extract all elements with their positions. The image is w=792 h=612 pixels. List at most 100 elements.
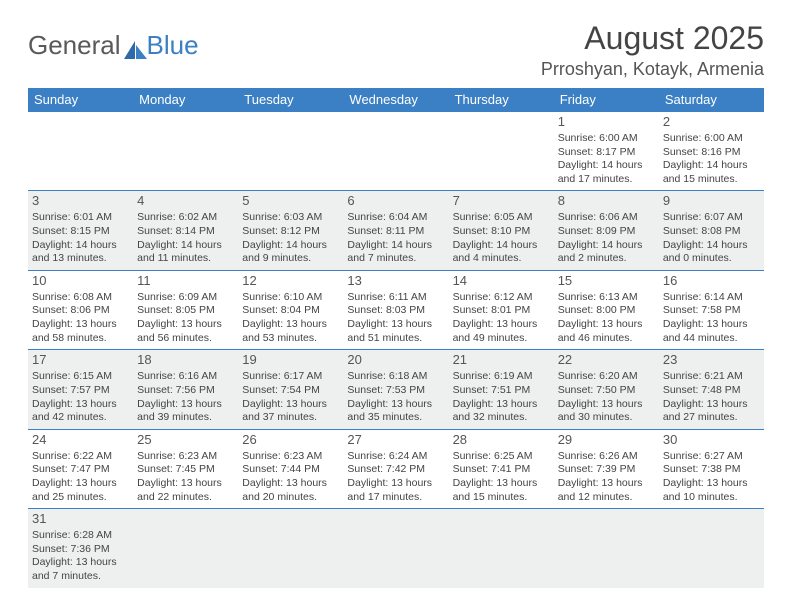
- day-number: 14: [453, 273, 550, 290]
- logo-text-a: General: [28, 30, 121, 61]
- daylight-text: Daylight: 13 hours and 30 minutes.: [558, 398, 655, 425]
- day-number: 19: [242, 352, 339, 369]
- calendar-cell: [238, 112, 343, 191]
- sunset-text: Sunset: 8:01 PM: [453, 304, 550, 318]
- calendar-cell: 12Sunrise: 6:10 AMSunset: 8:04 PMDayligh…: [238, 270, 343, 349]
- calendar-cell: 3Sunrise: 6:01 AMSunset: 8:15 PMDaylight…: [28, 191, 133, 270]
- sunrise-text: Sunrise: 6:15 AM: [32, 370, 129, 384]
- sunrise-text: Sunrise: 6:19 AM: [453, 370, 550, 384]
- calendar-week-row: 10Sunrise: 6:08 AMSunset: 8:06 PMDayligh…: [28, 270, 764, 349]
- sunrise-text: Sunrise: 6:24 AM: [347, 450, 444, 464]
- calendar-cell: 28Sunrise: 6:25 AMSunset: 7:41 PMDayligh…: [449, 429, 554, 508]
- calendar-cell: 1Sunrise: 6:00 AMSunset: 8:17 PMDaylight…: [554, 112, 659, 191]
- sunrise-text: Sunrise: 6:28 AM: [32, 529, 129, 543]
- sunset-text: Sunset: 7:56 PM: [137, 384, 234, 398]
- sunset-text: Sunset: 7:57 PM: [32, 384, 129, 398]
- calendar-cell: 21Sunrise: 6:19 AMSunset: 7:51 PMDayligh…: [449, 350, 554, 429]
- header: GeneralBlue August 2025 Prroshyan, Kotay…: [28, 20, 764, 80]
- calendar-cell: 9Sunrise: 6:07 AMSunset: 8:08 PMDaylight…: [659, 191, 764, 270]
- day-header: Wednesday: [343, 88, 448, 112]
- daylight-text: Daylight: 13 hours and 32 minutes.: [453, 398, 550, 425]
- daylight-text: Daylight: 14 hours and 7 minutes.: [347, 239, 444, 266]
- calendar-week-row: 1Sunrise: 6:00 AMSunset: 8:17 PMDaylight…: [28, 112, 764, 191]
- day-number: 9: [663, 193, 760, 210]
- sunrise-text: Sunrise: 6:23 AM: [137, 450, 234, 464]
- day-number: 23: [663, 352, 760, 369]
- sunset-text: Sunset: 8:10 PM: [453, 225, 550, 239]
- day-header: Saturday: [659, 88, 764, 112]
- sunset-text: Sunset: 8:05 PM: [137, 304, 234, 318]
- daylight-text: Daylight: 13 hours and 35 minutes.: [347, 398, 444, 425]
- calendar-cell: [343, 112, 448, 191]
- calendar-cell: 31Sunrise: 6:28 AMSunset: 7:36 PMDayligh…: [28, 509, 133, 588]
- sunrise-text: Sunrise: 6:02 AM: [137, 211, 234, 225]
- sunset-text: Sunset: 8:08 PM: [663, 225, 760, 239]
- daylight-text: Daylight: 13 hours and 42 minutes.: [32, 398, 129, 425]
- daylight-text: Daylight: 13 hours and 17 minutes.: [347, 477, 444, 504]
- logo: General Blue: [28, 20, 199, 61]
- sunset-text: Sunset: 7:44 PM: [242, 463, 339, 477]
- sunrise-text: Sunrise: 6:12 AM: [453, 291, 550, 305]
- day-number: 8: [558, 193, 655, 210]
- calendar-cell: 6Sunrise: 6:04 AMSunset: 8:11 PMDaylight…: [343, 191, 448, 270]
- sunrise-text: Sunrise: 6:10 AM: [242, 291, 339, 305]
- calendar-cell: 4Sunrise: 6:02 AMSunset: 8:14 PMDaylight…: [133, 191, 238, 270]
- sunset-text: Sunset: 8:17 PM: [558, 146, 655, 160]
- sunrise-text: Sunrise: 6:13 AM: [558, 291, 655, 305]
- calendar-cell: [554, 509, 659, 588]
- sunrise-text: Sunrise: 6:23 AM: [242, 450, 339, 464]
- daylight-text: Daylight: 14 hours and 15 minutes.: [663, 159, 760, 186]
- sunrise-text: Sunrise: 6:07 AM: [663, 211, 760, 225]
- sunrise-text: Sunrise: 6:00 AM: [663, 132, 760, 146]
- calendar-cell: 11Sunrise: 6:09 AMSunset: 8:05 PMDayligh…: [133, 270, 238, 349]
- daylight-text: Daylight: 14 hours and 17 minutes.: [558, 159, 655, 186]
- day-header: Monday: [133, 88, 238, 112]
- calendar-cell: 5Sunrise: 6:03 AMSunset: 8:12 PMDaylight…: [238, 191, 343, 270]
- daylight-text: Daylight: 14 hours and 13 minutes.: [32, 239, 129, 266]
- sunset-text: Sunset: 8:14 PM: [137, 225, 234, 239]
- day-number: 11: [137, 273, 234, 290]
- logo-text-b: Blue: [147, 30, 199, 61]
- calendar-week-row: 31Sunrise: 6:28 AMSunset: 7:36 PMDayligh…: [28, 509, 764, 588]
- sunset-text: Sunset: 7:45 PM: [137, 463, 234, 477]
- calendar-cell: 23Sunrise: 6:21 AMSunset: 7:48 PMDayligh…: [659, 350, 764, 429]
- daylight-text: Daylight: 14 hours and 11 minutes.: [137, 239, 234, 266]
- calendar-cell: [238, 509, 343, 588]
- daylight-text: Daylight: 13 hours and 58 minutes.: [32, 318, 129, 345]
- page-title: August 2025: [541, 20, 764, 57]
- sunrise-text: Sunrise: 6:14 AM: [663, 291, 760, 305]
- sunrise-text: Sunrise: 6:03 AM: [242, 211, 339, 225]
- calendar-week-row: 3Sunrise: 6:01 AMSunset: 8:15 PMDaylight…: [28, 191, 764, 270]
- sunset-text: Sunset: 7:47 PM: [32, 463, 129, 477]
- calendar-cell: [343, 509, 448, 588]
- sunset-text: Sunset: 8:15 PM: [32, 225, 129, 239]
- sunset-text: Sunset: 8:12 PM: [242, 225, 339, 239]
- sunrise-text: Sunrise: 6:18 AM: [347, 370, 444, 384]
- calendar-cell: 20Sunrise: 6:18 AMSunset: 7:53 PMDayligh…: [343, 350, 448, 429]
- day-number: 22: [558, 352, 655, 369]
- logo-sail-icon: [123, 36, 149, 56]
- day-number: 5: [242, 193, 339, 210]
- calendar-cell: [133, 509, 238, 588]
- calendar-cell: 27Sunrise: 6:24 AMSunset: 7:42 PMDayligh…: [343, 429, 448, 508]
- sunrise-text: Sunrise: 6:06 AM: [558, 211, 655, 225]
- day-number: 17: [32, 352, 129, 369]
- daylight-text: Daylight: 13 hours and 20 minutes.: [242, 477, 339, 504]
- daylight-text: Daylight: 13 hours and 46 minutes.: [558, 318, 655, 345]
- daylight-text: Daylight: 13 hours and 27 minutes.: [663, 398, 760, 425]
- calendar-cell: 14Sunrise: 6:12 AMSunset: 8:01 PMDayligh…: [449, 270, 554, 349]
- sunrise-text: Sunrise: 6:08 AM: [32, 291, 129, 305]
- calendar-cell: 13Sunrise: 6:11 AMSunset: 8:03 PMDayligh…: [343, 270, 448, 349]
- sunset-text: Sunset: 8:06 PM: [32, 304, 129, 318]
- calendar-cell: 8Sunrise: 6:06 AMSunset: 8:09 PMDaylight…: [554, 191, 659, 270]
- calendar-cell: 15Sunrise: 6:13 AMSunset: 8:00 PMDayligh…: [554, 270, 659, 349]
- calendar-cell: [449, 509, 554, 588]
- daylight-text: Daylight: 14 hours and 2 minutes.: [558, 239, 655, 266]
- day-number: 13: [347, 273, 444, 290]
- day-number: 31: [32, 511, 129, 528]
- day-header: Tuesday: [238, 88, 343, 112]
- daylight-text: Daylight: 14 hours and 4 minutes.: [453, 239, 550, 266]
- daylight-text: Daylight: 13 hours and 7 minutes.: [32, 556, 129, 583]
- day-header: Friday: [554, 88, 659, 112]
- calendar-cell: 29Sunrise: 6:26 AMSunset: 7:39 PMDayligh…: [554, 429, 659, 508]
